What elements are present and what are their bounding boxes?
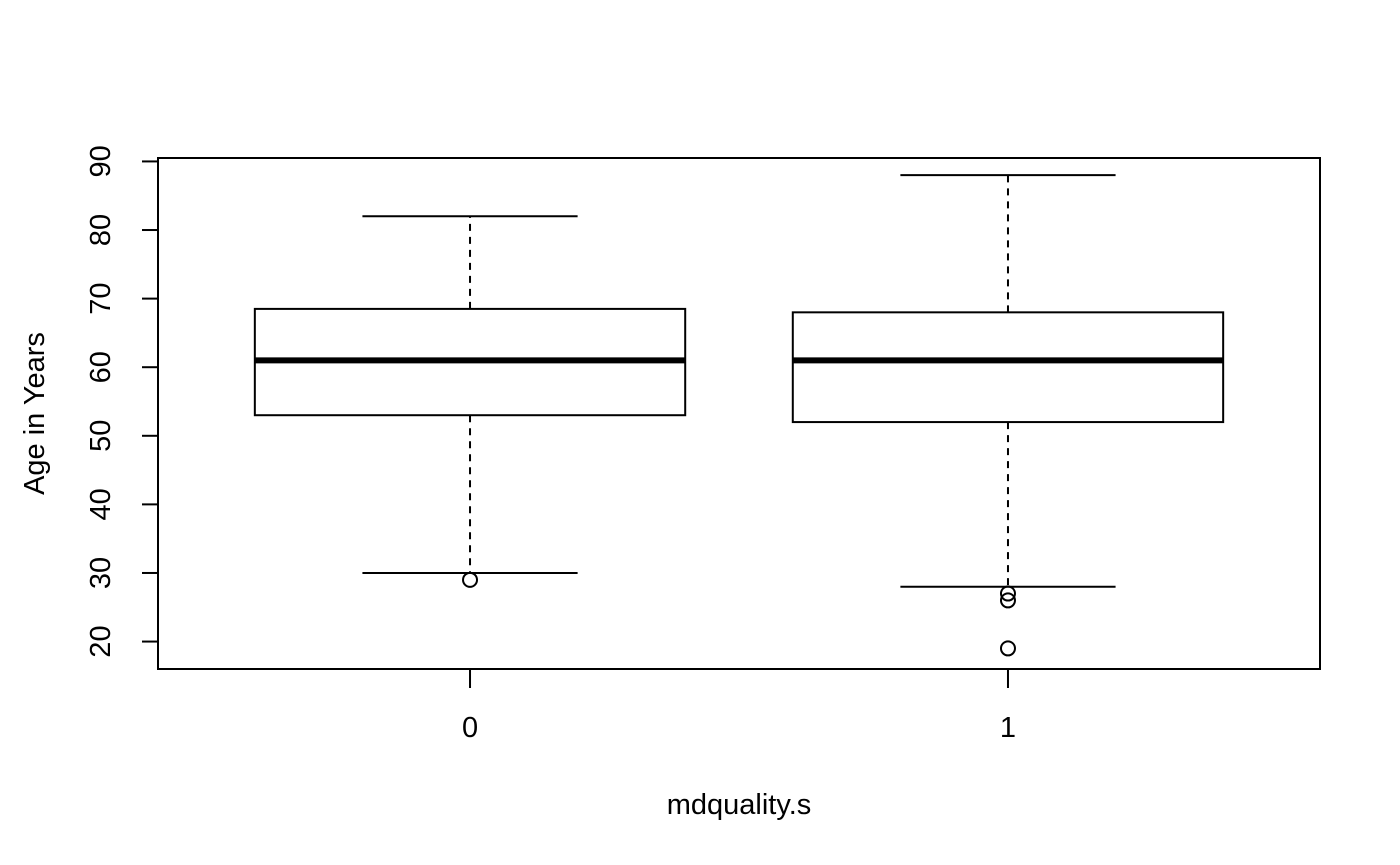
y-tick-label: 40	[85, 488, 117, 520]
iqr-box	[791, 311, 1225, 424]
box-group	[791, 174, 1225, 657]
x-tick-label: 0	[462, 712, 478, 744]
y-tick-label: 30	[85, 557, 117, 589]
y-tick-label: 60	[85, 351, 117, 383]
box-group	[253, 215, 687, 588]
y-tick-label: 90	[85, 145, 117, 177]
y-tick-label: 80	[85, 214, 117, 246]
y-axis: 20 30 40 50 60 70 80 90	[85, 145, 159, 658]
outlier-point	[462, 571, 479, 588]
x-axis-label: mdquality.s	[667, 789, 812, 821]
y-tick-label: 70	[85, 282, 117, 314]
y-axis-label: Age in Years	[19, 332, 51, 495]
boxes	[253, 174, 1225, 657]
y-tick-label: 20	[85, 625, 117, 657]
outlier-point	[999, 592, 1016, 609]
outlier-point	[999, 585, 1016, 602]
y-tick-label: 50	[85, 420, 117, 452]
outlier-point	[999, 640, 1016, 657]
x-tick-label: 1	[1000, 712, 1016, 744]
